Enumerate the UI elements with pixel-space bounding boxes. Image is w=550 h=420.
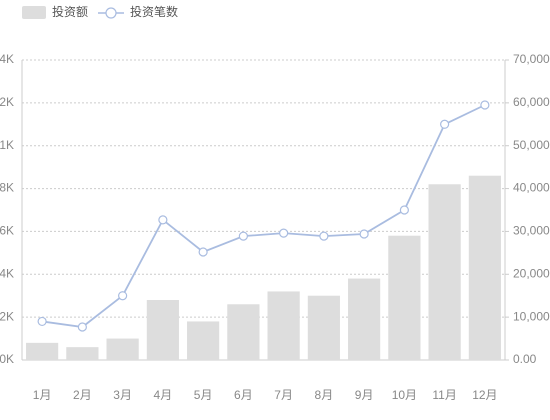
y-tick-label: 0.4K — [0, 266, 14, 280]
line-point — [480, 100, 490, 110]
x-tick-label: 3月 — [113, 388, 132, 402]
bar — [267, 291, 300, 360]
y2-tick-label: 50,000 — [513, 138, 550, 152]
x-tick-label: 6月 — [234, 388, 253, 402]
bar — [227, 304, 260, 360]
line-point — [198, 247, 208, 257]
bar — [66, 347, 99, 360]
x-tick-label: 7月 — [274, 388, 293, 402]
x-tick-label: 12月 — [472, 388, 497, 402]
bar — [388, 235, 421, 360]
bar — [468, 175, 501, 360]
bar — [428, 184, 461, 360]
y2-tick-label: 40,000 — [513, 181, 550, 195]
x-tick-label: 2月 — [73, 388, 92, 402]
bar — [348, 278, 381, 360]
line-point — [118, 291, 128, 301]
y-tick-label: 0.8K — [0, 181, 14, 195]
line-point — [399, 205, 409, 215]
y-tick-label: 0K — [0, 352, 14, 366]
line-point — [158, 215, 168, 225]
x-tick-label: 1月 — [33, 388, 52, 402]
line-point — [359, 229, 369, 239]
y2-tick-label: 20,000 — [513, 266, 550, 280]
x-tick-label: 10月 — [392, 388, 417, 402]
y-tick-label: 0.6K — [0, 224, 14, 238]
y2-tick-label: 0.00 — [513, 352, 537, 366]
bar — [106, 338, 139, 360]
legend-label[interactable]: 投资笔数 — [130, 4, 178, 19]
y2-tick-label: 30,000 — [513, 224, 550, 238]
line — [42, 104, 486, 328]
bar — [187, 321, 220, 360]
x-tick-label: 4月 — [154, 388, 173, 402]
line-point — [37, 316, 47, 327]
x-tick-label: 9月 — [355, 388, 374, 402]
y-tick-label: 1.2K — [0, 95, 14, 109]
legend-label[interactable]: 投资额 — [52, 4, 88, 19]
line-point — [238, 231, 248, 241]
line-point — [319, 231, 329, 241]
bar — [26, 342, 59, 360]
y-tick-label: 1.4K — [0, 52, 14, 66]
x-tick-label: 8月 — [315, 388, 334, 402]
bar — [146, 300, 179, 360]
y-tick-label: 1K — [0, 138, 14, 152]
y-tick-label: 0.2K — [0, 309, 14, 323]
line-point — [440, 119, 450, 129]
legend-swatch[interactable] — [22, 6, 46, 19]
x-tick-label: 5月 — [194, 388, 213, 402]
line-point — [279, 228, 289, 238]
y2-tick-label: 10,000 — [513, 309, 550, 323]
legend-swatch[interactable] — [105, 7, 117, 19]
y2-tick-label: 70,000 — [513, 52, 550, 66]
bar — [307, 295, 340, 360]
x-tick-label: 11月 — [432, 388, 456, 402]
y2-tick-label: 60,000 — [513, 95, 550, 109]
line-point — [77, 322, 87, 332]
